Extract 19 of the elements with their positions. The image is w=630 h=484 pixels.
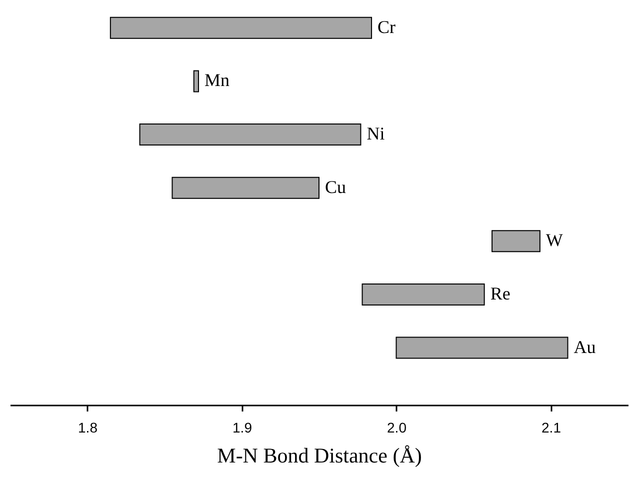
y-tick-label: Au	[574, 336, 596, 357]
y-tick-label: Ni	[366, 124, 385, 144]
bar	[193, 70, 199, 92]
x-tick-label: 2.1	[542, 420, 562, 436]
y-tick-label: Re	[490, 283, 510, 304]
x-tick-label: 1.8	[78, 420, 98, 436]
bar	[139, 124, 362, 146]
x-tick-label: 1.9	[232, 420, 252, 436]
bar	[110, 16, 372, 39]
bar	[172, 176, 320, 199]
y-tick-label: Mn	[204, 70, 230, 90]
bar	[362, 283, 485, 306]
y-tick-label: W	[546, 230, 563, 250]
y-tick-label: Cr	[378, 16, 396, 37]
bar	[492, 230, 540, 252]
y-tick-label: Cu	[325, 176, 346, 197]
x-tick-label: 2.0	[387, 420, 407, 436]
x-axis-title: M-N Bond Distance (Å)	[217, 444, 422, 468]
bar	[396, 336, 568, 359]
